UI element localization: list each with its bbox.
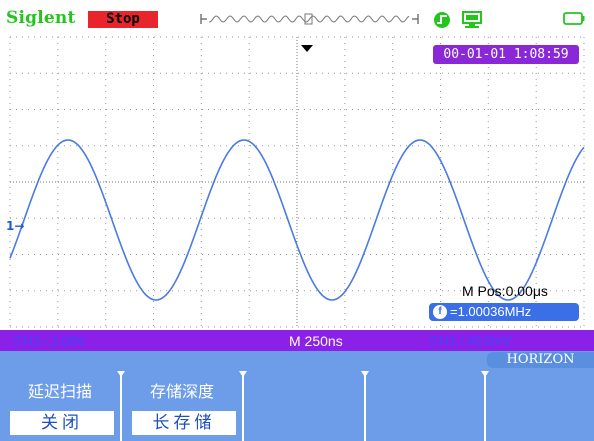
softkey-memory-depth[interactable]: 存储深度 长存储 [122, 371, 242, 441]
softkey-5[interactable] [486, 371, 594, 441]
graticule [9, 36, 585, 328]
menu-title: HORIZON [487, 352, 594, 368]
softkey-value: 长存储 [132, 411, 236, 435]
trigger-position-marker [301, 45, 313, 52]
datetime-display: 00-01-01 1:08:59 [433, 45, 579, 64]
battery-icon [563, 12, 585, 25]
softkey-divider [242, 371, 244, 441]
frequency-value: =1.00036MHz [450, 304, 532, 319]
ch1-vertical-scale: CH1~ 1.00V [14, 333, 86, 348]
run-stop-indicator: Stop [88, 11, 158, 28]
frequency-icon: f [433, 305, 447, 319]
frequency-counter-badge: f =1.00036MHz [429, 303, 579, 321]
softkey-label: 延迟扫描 [27, 382, 92, 401]
channel-info-bar: CH1~ 1.00V M 250ns CH1 / 40.0mV [0, 330, 594, 351]
horizontal-position-readout: M Pos:0.00μs [462, 283, 548, 299]
usb-device-icon [462, 11, 482, 28]
softkey-3[interactable] [244, 371, 364, 441]
softkey-delayed-scan[interactable]: 延迟扫描 关闭 [0, 371, 120, 441]
timebase-readout: M 250ns [289, 333, 343, 349]
softkey-value: 关闭 [10, 411, 114, 435]
brand-logo: Siglent [6, 8, 76, 28]
softkey-divider [364, 371, 366, 441]
softkey-4[interactable] [366, 371, 484, 441]
softkey-label: 存储深度 [149, 382, 214, 401]
softkey-notch [239, 371, 247, 377]
memory-waveform-strip-icon [200, 13, 419, 25]
trigger-level-readout: CH1 / 40.0mV [430, 333, 512, 348]
waveform-display[interactable]: 00-01-01 1:08:59 1→ M Pos:0.00μs f =1.000… [0, 33, 594, 330]
softkey-notch [481, 371, 489, 377]
softkey-divider [484, 371, 486, 441]
softkey-notch [361, 371, 369, 377]
channel1-waveform [9, 139, 585, 301]
trigger-status-icon [434, 12, 450, 28]
softkey-divider [120, 371, 122, 441]
status-bar: Siglent Stop [0, 0, 594, 33]
channel1-level-marker[interactable]: 1→ [6, 219, 25, 233]
softkey-notch [117, 371, 125, 377]
softkey-menu: HORIZON 延迟扫描 关闭 存储深度 长存储 [0, 351, 594, 441]
